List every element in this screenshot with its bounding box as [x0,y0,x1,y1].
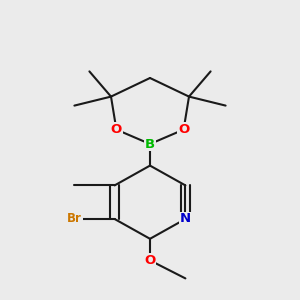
Text: Br: Br [67,212,82,226]
Text: N: N [180,212,191,226]
Text: O: O [178,123,189,136]
Text: B: B [145,137,155,151]
Text: O: O [144,254,156,267]
Text: O: O [111,123,122,136]
